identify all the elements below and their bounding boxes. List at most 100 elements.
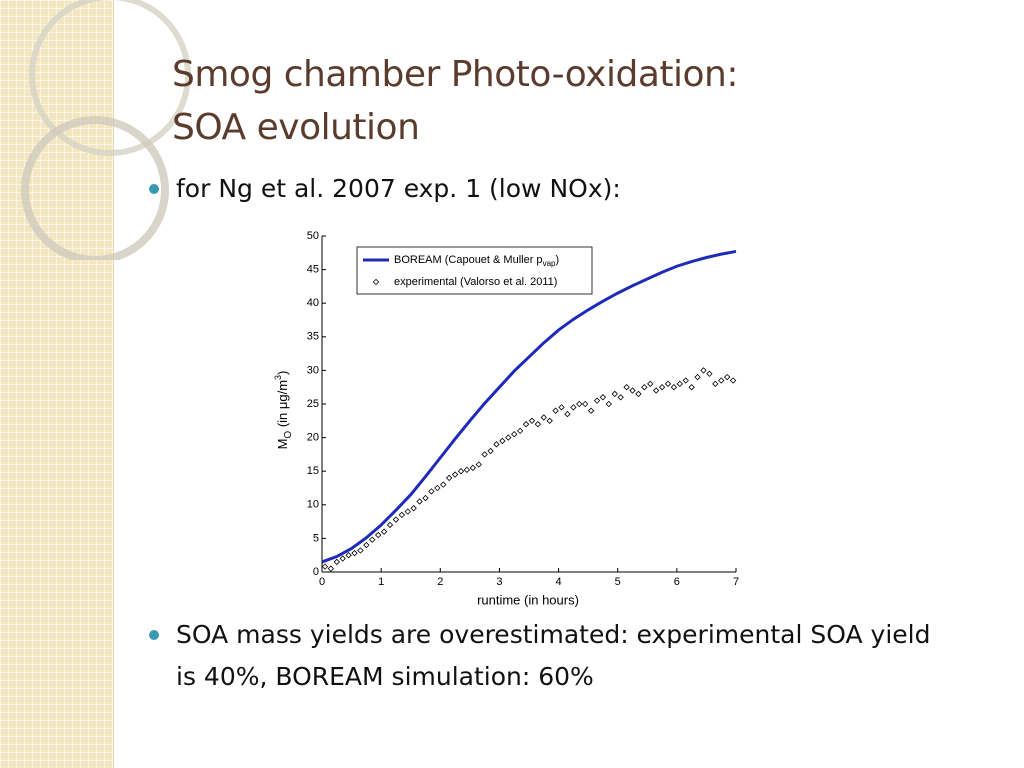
data-point [469, 464, 476, 472]
data-point [451, 471, 459, 478]
data-point [321, 563, 329, 570]
title-line: Smog chamber Photo-oxidation: [172, 54, 738, 95]
y-tick-label: 45 [307, 264, 319, 276]
data-point [487, 447, 494, 455]
data-point [540, 414, 547, 421]
legend-marker [372, 278, 380, 286]
legend-label: BOREAM (Capouet & Muller pvap) [394, 254, 559, 268]
data-point [664, 380, 672, 388]
data-point [445, 474, 453, 482]
data-point [357, 547, 364, 554]
data-point [682, 377, 689, 384]
data-point [416, 498, 423, 505]
data-point [475, 461, 482, 468]
data-point [534, 420, 542, 428]
y-tick-label: 15 [307, 465, 319, 477]
legend-label-part: BOREAM (Capouet & Muller p [394, 254, 543, 266]
data-point [434, 484, 441, 492]
legend-box [356, 246, 593, 295]
data-point [593, 397, 601, 404]
data-point [345, 552, 352, 559]
data-point [363, 541, 370, 549]
data-point [599, 394, 607, 401]
data-line [321, 249, 737, 564]
data-point [511, 431, 518, 438]
legend-label-part: ) [555, 254, 559, 266]
y-label-part: M [275, 439, 290, 450]
data-point [375, 531, 382, 539]
y-tick-label: 50 [307, 230, 319, 242]
data-point [351, 550, 358, 557]
data-point [440, 481, 447, 488]
data-point [369, 536, 376, 543]
data-point [623, 384, 630, 391]
data-point [676, 380, 683, 388]
data-point [647, 380, 654, 388]
legend-label-part: experimental (Valorso et al. 2011) [394, 276, 557, 288]
data-point [658, 384, 666, 391]
slide-title: Smog chamber Photo-oxidation: SOA evolut… [172, 48, 738, 154]
data-point [558, 404, 565, 411]
data-point [499, 437, 506, 445]
data-point [333, 558, 340, 566]
title-line: SOA evolution [172, 107, 420, 148]
data-point [552, 407, 559, 414]
bullet: for Ng et al. 2007 exp. 1 (low NOx): [149, 168, 621, 210]
data-point [398, 511, 406, 519]
x-tick-label: 4 [556, 576, 562, 588]
y-tick-label: 5 [313, 532, 319, 544]
chart: runtime (in hours) MO (in μg/m3) 0510152… [273, 230, 739, 608]
data-point [428, 488, 435, 495]
data-point [641, 384, 648, 391]
y-tick-label: 30 [307, 364, 319, 376]
data-point [629, 387, 636, 394]
data-point [493, 441, 500, 448]
y-label-part: ) [275, 371, 290, 375]
data-point [688, 384, 695, 391]
legend-label: experimental (Valorso et al. 2011) [394, 276, 557, 288]
data-point [392, 516, 400, 523]
data-point [546, 417, 553, 424]
data-point [587, 407, 595, 414]
data-point [718, 377, 725, 384]
legend-label-part: vap [543, 259, 556, 268]
data-point [528, 417, 536, 424]
x-axis-label: runtime (in hours) [477, 592, 579, 607]
x-tick-label: 7 [733, 576, 739, 588]
data-point [605, 400, 613, 408]
y-tick-label: 20 [307, 432, 319, 444]
x-tick-label: 2 [437, 576, 443, 588]
y-axis-label: MO (in μg/m3) [273, 371, 293, 450]
x-tick-label: 6 [674, 576, 680, 588]
data-point [694, 373, 701, 381]
data-point [617, 394, 624, 401]
data-point [505, 434, 512, 441]
data-point [422, 494, 429, 502]
data-point [386, 521, 394, 529]
data-point [457, 468, 465, 475]
bullet: SOA mass yields are overestimated: exper… [149, 614, 956, 698]
y-tick-label: 0 [313, 566, 319, 578]
decor-circles [21, 0, 191, 260]
data-point [570, 404, 577, 411]
data-point [635, 390, 642, 398]
data-point [712, 380, 719, 388]
data-point [327, 565, 335, 572]
data-point [516, 427, 524, 435]
data-point [380, 528, 388, 535]
data-point [522, 420, 530, 428]
x-tick-label: 3 [496, 576, 502, 588]
data-point [706, 370, 713, 377]
y-tick-label: 40 [307, 297, 319, 309]
y-tick-label: 35 [307, 331, 319, 343]
data-point [700, 367, 707, 374]
y-label-part: O [283, 431, 294, 439]
data-point [481, 451, 488, 458]
data-point [611, 390, 618, 398]
data-point [410, 504, 417, 512]
y-label-part: (in μg/m [275, 380, 290, 431]
y-label-part: 3 [273, 375, 283, 380]
data-point [564, 410, 571, 418]
data-point [670, 384, 678, 391]
